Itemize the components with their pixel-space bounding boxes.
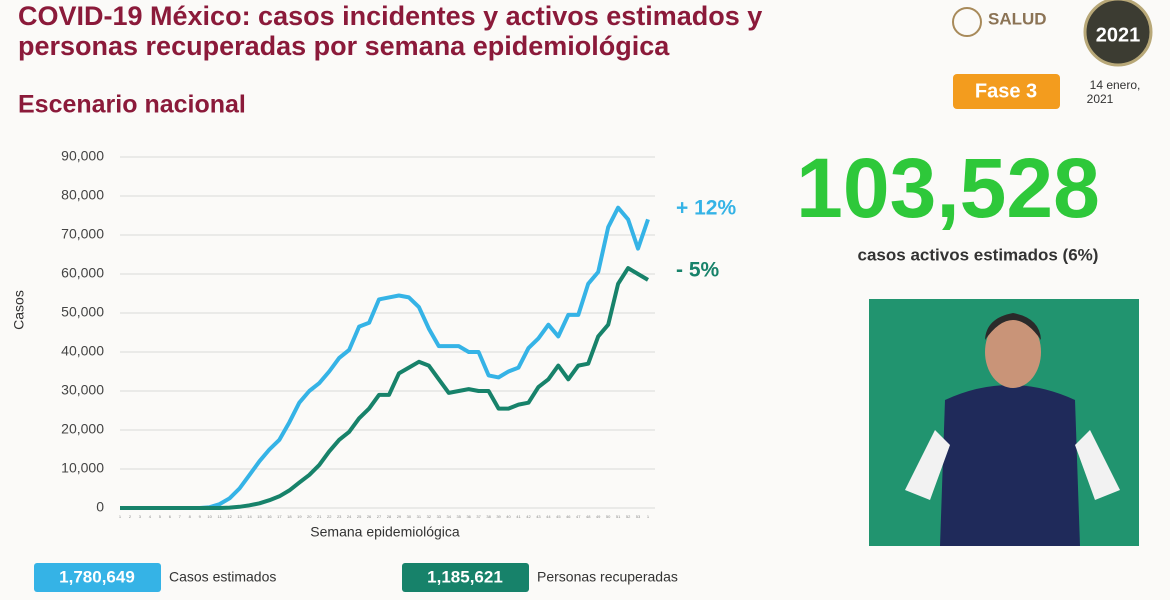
figure-hair [985,313,1041,340]
x-tick-label: 28 [387,514,392,519]
x-tick-label: 53 [636,514,641,519]
x-tick-label: 35 [456,514,461,519]
y-tick-label: 0 [96,499,104,515]
x-tick-label: 47 [576,514,581,519]
logo-text: SALUD [988,9,1047,28]
series-line [120,266,650,510]
x-tick-label: 48 [586,514,591,519]
legend-total-box [34,563,161,592]
y-tick-label: 10,000 [61,460,104,476]
series-annotation: - 5% [676,259,720,282]
y-tick-label: 30,000 [61,382,104,398]
x-tick-label: 1 [119,514,122,519]
x-tick-label: 34 [447,514,452,519]
x-tick-label: 42 [526,514,531,519]
year-text: 2021 [1096,24,1141,46]
y-axis-label: Casos [11,290,27,330]
figure-body [940,385,1080,546]
x-tick-label: 27 [377,514,382,519]
x-axis-label: Semana epidemiológica [310,524,460,540]
legend-label: Personas recuperadas [537,569,678,585]
x-tick-label: 41 [516,514,521,519]
x-tick-label: 18 [287,514,292,519]
y-tick-label: 70,000 [61,226,104,242]
x-tick-label: 13 [237,514,242,519]
x-tick-label: 36 [466,514,471,519]
x-tick-label: 49 [596,514,601,519]
x-tick-label: 45 [556,514,561,519]
x-tick-label: 16 [267,514,272,519]
y-tick-label: 40,000 [61,343,104,359]
x-tick-label: 30 [407,514,412,519]
x-tick-label: 46 [566,514,571,519]
x-tick-label: 51 [616,514,621,519]
x-tick-label: 33 [437,514,442,519]
year-badge [1083,0,1153,67]
figure-head [985,316,1041,388]
title-line: personas recuperadas por semana epidemio… [18,31,670,61]
x-tick-label: 12 [227,514,232,519]
series-annotation: + 12% [676,197,736,220]
x-tick-label: 39 [496,514,501,519]
x-tick-label: 9 [199,514,202,519]
legend-total: 1,185,621 [427,567,503,586]
x-tick-label: 37 [476,514,481,519]
legend-label: Casos estimados [169,569,276,585]
x-tick-label: 1 [647,514,650,519]
x-tick-label: 3 [139,514,142,519]
x-tick-label: 21 [317,514,322,519]
title-line: COVID-19 México: casos incidentes y acti… [18,1,762,31]
x-tick-label: 17 [277,514,282,519]
x-tick-label: 25 [357,514,362,519]
x-tick-label: 2 [129,514,132,519]
x-tick-label: 20 [307,514,312,519]
x-tick-label: 10 [207,514,212,519]
logo-emblem [952,7,982,37]
phase-text: Fase 3 [975,80,1037,102]
x-tick-label: 38 [486,514,491,519]
x-tick-label: 5 [159,514,162,519]
x-tick-label: 15 [257,514,262,519]
x-tick-label: 19 [297,514,302,519]
x-tick-label: 26 [367,514,372,519]
x-tick-label: 11 [218,514,223,519]
x-tick-label: 14 [247,514,252,519]
y-tick-label: 80,000 [61,187,104,203]
date: 2021 [1087,92,1114,106]
x-tick-label: 31 [417,514,422,519]
highlight-label: casos activos estimados (6%) [858,245,1099,264]
legend-total-box [402,563,529,592]
x-tick-label: 29 [397,514,402,519]
legend-total: 1,780,649 [59,567,135,586]
x-tick-label: 24 [347,514,352,519]
y-tick-label: 90,000 [61,148,104,164]
y-tick-label: 20,000 [61,421,104,437]
x-tick-label: 8 [189,514,192,519]
highlight-value: 103,528 [796,141,1100,235]
interpreter-video [869,299,1139,546]
subtitle: Escenario nacional [18,91,246,119]
x-tick-label: 50 [606,514,611,519]
x-tick-label: 52 [626,514,631,519]
x-tick-label: 6 [169,514,172,519]
x-tick-label: 4 [149,514,152,519]
x-tick-label: 7 [179,514,182,519]
x-tick-label: 22 [327,514,332,519]
x-tick-label: 32 [427,514,432,519]
x-tick-label: 40 [506,514,511,519]
date: 14 enero, [1090,78,1141,92]
y-tick-label: 50,000 [61,304,104,320]
figure-arms [905,430,1120,500]
phase-badge [953,74,1060,109]
x-tick-label: 23 [337,514,342,519]
x-tick-label: 43 [536,514,541,519]
x-tick-label: 44 [546,514,551,519]
y-tick-label: 60,000 [61,265,104,281]
